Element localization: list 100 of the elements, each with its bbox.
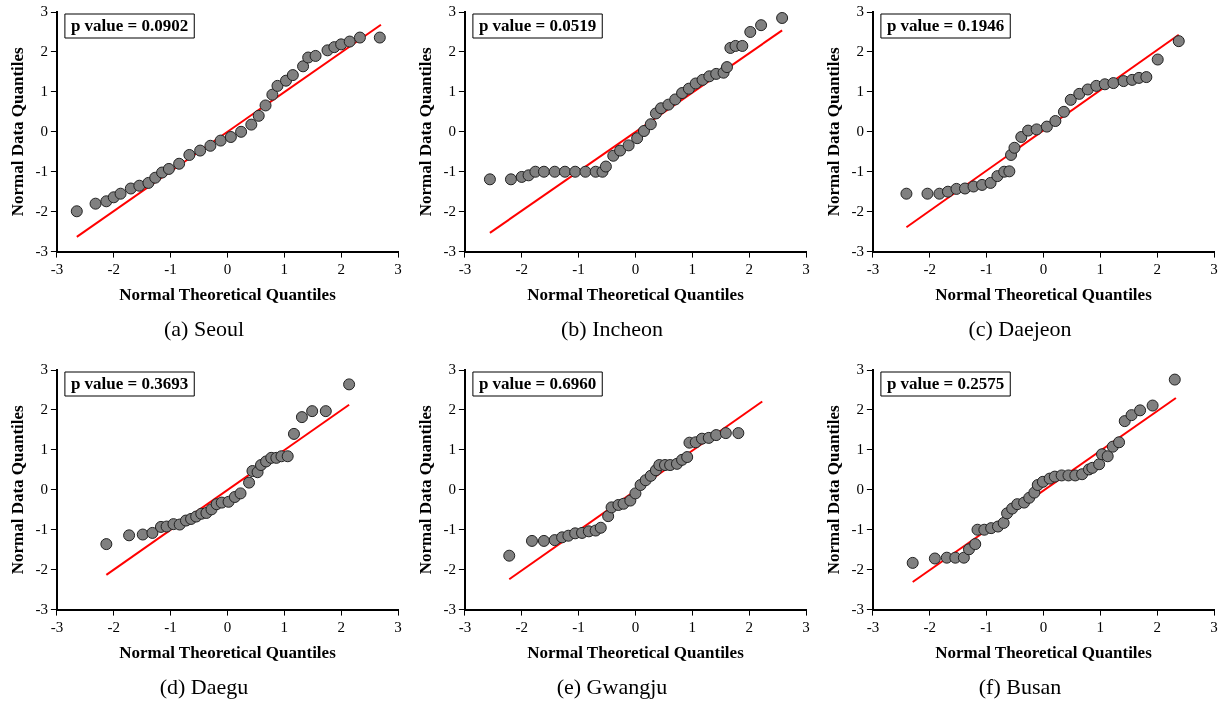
y-tick-label: 0 xyxy=(448,480,456,497)
y-tick-label: 0 xyxy=(40,122,48,139)
x-tick-label: -1 xyxy=(572,260,585,277)
y-tick-label: 2 xyxy=(40,400,48,417)
y-tick-label: -1 xyxy=(443,162,456,179)
x-tick-label: -2 xyxy=(107,260,120,277)
y-tick-label: -2 xyxy=(851,202,864,219)
y-tick-label: 3 xyxy=(856,360,864,377)
annotation: p value = 0.0902 xyxy=(70,16,189,36)
x-tick-label: 3 xyxy=(1210,618,1218,635)
y-tick-label: 1 xyxy=(448,82,456,99)
y-tick-label: -1 xyxy=(851,162,864,179)
y-tick-label: -3 xyxy=(35,242,48,259)
x-tick-label: 0 xyxy=(1039,618,1048,635)
x-tick-label: 3 xyxy=(394,260,402,277)
y-tick-label: 0 xyxy=(856,480,864,497)
y-tick-label: 2 xyxy=(448,400,456,417)
y-tick-label: -1 xyxy=(443,520,456,537)
y-tick-label: -1 xyxy=(35,520,48,537)
y-tick-label: 0 xyxy=(40,480,48,497)
y-tick-label: 1 xyxy=(40,440,48,457)
x-tick-label: 1 xyxy=(688,618,697,635)
annotation: p value = 0.6960 xyxy=(478,374,597,394)
x-axis-title: Normal Theoretical Quantiles xyxy=(935,285,1153,305)
y-axis-title: Normal Data Quantiles xyxy=(415,404,435,575)
x-tick-label: -2 xyxy=(515,618,528,635)
text: (f) Busan xyxy=(977,674,1063,700)
x-axis-title: Normal Theoretical Quantiles xyxy=(935,643,1153,663)
text: (d) Daegu xyxy=(158,674,250,700)
y-tick-label: 2 xyxy=(856,42,864,59)
x-axis-title: Normal Theoretical Quantiles xyxy=(119,643,337,663)
y-tick-label: 1 xyxy=(856,82,864,99)
y-tick-label: 2 xyxy=(448,42,456,59)
x-tick-label: 2 xyxy=(337,260,345,277)
y-tick-label: -2 xyxy=(35,202,48,219)
y-tick-label: -1 xyxy=(35,162,48,179)
x-tick-label: 3 xyxy=(802,260,810,277)
x-axis-title: Normal Theoretical Quantiles xyxy=(527,643,745,663)
y-tick-label: 3 xyxy=(40,2,48,19)
y-tick-label: -2 xyxy=(851,560,864,577)
x-tick-label: 2 xyxy=(745,260,753,277)
y-axis-title: Normal Data Quantiles xyxy=(7,46,27,217)
x-tick-label: -2 xyxy=(923,618,936,635)
y-tick-label: -3 xyxy=(443,242,456,259)
y-tick-label: 1 xyxy=(448,440,456,457)
y-axis-title: Normal Data Quantiles xyxy=(7,404,27,575)
text: (e) Gwangju xyxy=(555,674,669,700)
x-tick-label: 1 xyxy=(688,260,697,277)
x-tick-label: 3 xyxy=(802,618,810,635)
x-tick-label: 2 xyxy=(337,618,345,635)
x-tick-label: 0 xyxy=(223,618,232,635)
x-axis-title: Normal Theoretical Quantiles xyxy=(119,285,337,305)
x-tick-label: 1 xyxy=(1096,260,1105,277)
x-tick-label: 0 xyxy=(631,618,640,635)
x-tick-label: 0 xyxy=(631,260,640,277)
y-tick-label: 1 xyxy=(856,440,864,457)
y-tick-label: 0 xyxy=(856,122,864,139)
y-tick-label: 0 xyxy=(448,122,456,139)
x-tick-label: -1 xyxy=(164,260,177,277)
y-axis-title: Normal Data Quantiles xyxy=(823,46,843,217)
y-tick-label: 3 xyxy=(856,2,864,19)
x-tick-label: 2 xyxy=(1153,618,1161,635)
x-tick-label: -1 xyxy=(980,260,993,277)
text: (c) Daejeon xyxy=(967,316,1073,342)
x-tick-label: -1 xyxy=(980,618,993,635)
x-tick-label: -2 xyxy=(923,260,936,277)
y-tick-label: 3 xyxy=(448,2,456,19)
x-tick-label: 3 xyxy=(1210,260,1218,277)
y-tick-label: 2 xyxy=(40,42,48,59)
annotation: p value = 0.3693 xyxy=(70,374,189,394)
y-tick-label: -2 xyxy=(443,202,456,219)
x-tick-label: 1 xyxy=(280,260,289,277)
x-tick-label: -2 xyxy=(515,260,528,277)
x-tick-label: 2 xyxy=(745,618,753,635)
y-axis-title: Normal Data Quantiles xyxy=(823,404,843,575)
y-tick-label: -3 xyxy=(35,600,48,617)
x-tick-label: 0 xyxy=(223,260,232,277)
annotation: p value = 0.2575 xyxy=(886,374,1005,394)
x-tick-label: 1 xyxy=(1096,618,1105,635)
x-axis-title: Normal Theoretical Quantiles xyxy=(527,285,745,305)
y-axis-title: Normal Data Quantiles xyxy=(415,46,435,217)
x-tick-label: 1 xyxy=(280,618,289,635)
text: (b) Incheon xyxy=(560,316,664,342)
annotation: p value = 0.0519 xyxy=(478,16,597,36)
y-tick-label: 3 xyxy=(448,360,456,377)
annotation: p value = 0.1946 xyxy=(886,16,1005,36)
y-tick-label: -2 xyxy=(35,560,48,577)
x-tick-label: -1 xyxy=(572,618,585,635)
y-tick-label: 3 xyxy=(40,360,48,377)
y-tick-label: -3 xyxy=(851,600,864,617)
y-tick-label: -2 xyxy=(443,560,456,577)
x-tick-label: -2 xyxy=(107,618,120,635)
x-tick-label: -1 xyxy=(164,618,177,635)
y-tick-label: -3 xyxy=(851,242,864,259)
x-tick-label: 0 xyxy=(1039,260,1048,277)
text: (a) Seoul xyxy=(163,316,245,342)
y-tick-label: -3 xyxy=(443,600,456,617)
x-tick-label: 3 xyxy=(394,618,402,635)
y-tick-label: 2 xyxy=(856,400,864,417)
y-tick-label: 1 xyxy=(40,82,48,99)
